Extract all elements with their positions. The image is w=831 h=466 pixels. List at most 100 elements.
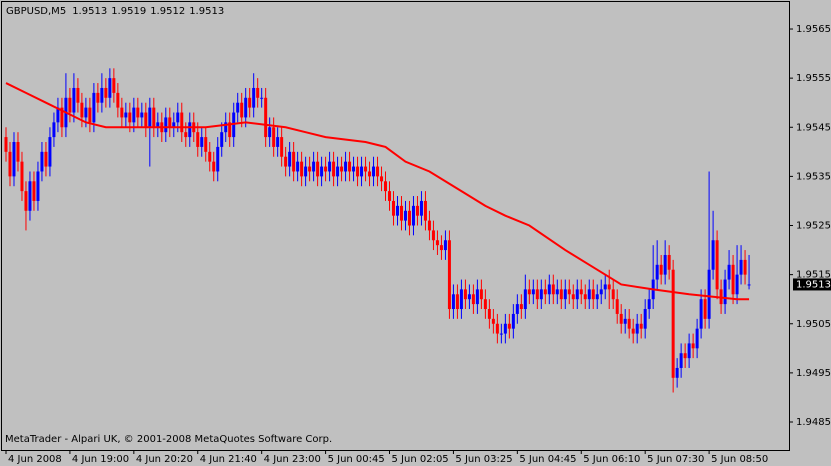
candle-body [395, 205, 399, 216]
candle-body [280, 137, 284, 157]
x-tick-label: 5 Jun 00:45 [328, 454, 385, 465]
candle-body [56, 107, 60, 123]
candle-body [80, 102, 84, 118]
candle-body [599, 289, 603, 295]
candle-body [180, 112, 184, 133]
candle-body [60, 107, 64, 128]
candle-body [591, 289, 595, 300]
candle-body [252, 87, 256, 108]
y-tick-label: 1.9505 [796, 319, 831, 330]
candle-body [204, 137, 208, 152]
candle-body [384, 181, 388, 192]
candle-body [92, 92, 96, 123]
candle-body [647, 299, 651, 310]
candle-body [707, 269, 711, 319]
candle-body [455, 294, 459, 310]
candle-body [491, 318, 495, 324]
candle-body [120, 107, 124, 118]
x-tick-label: 5 Jun 08:50 [711, 454, 768, 465]
candle-body [479, 289, 483, 300]
candle-body [264, 97, 268, 138]
candle-body [128, 112, 132, 123]
x-tick-label: 5 Jun 03:25 [455, 454, 512, 465]
candle-body [471, 294, 475, 305]
candle-body [36, 171, 40, 201]
candle-body [12, 142, 16, 177]
candle-body [376, 166, 380, 177]
candle-body [268, 127, 272, 138]
candle-body [551, 284, 555, 295]
candle-body [72, 87, 76, 113]
candle-body [208, 151, 212, 162]
candle-body [543, 289, 547, 295]
candle-body [527, 289, 531, 295]
candle-body [671, 269, 675, 378]
y-tick-label: 1.9515 [796, 270, 831, 281]
candle-body [312, 161, 316, 172]
candle-body [575, 289, 579, 300]
candle-body [703, 299, 707, 319]
candle-body [435, 240, 439, 246]
candle-body [40, 151, 44, 172]
candle-body [459, 289, 463, 310]
candle-body [407, 210, 411, 226]
candle-body [256, 87, 260, 98]
candle-body [144, 112, 148, 128]
candle-body [679, 353, 683, 368]
candle-body [340, 166, 344, 172]
candle-body [639, 323, 643, 329]
candle-body [156, 122, 160, 128]
y-tick-label: 1.9545 [796, 122, 831, 133]
candle-body [88, 107, 92, 123]
candle-body [332, 161, 336, 177]
candle-body [695, 328, 699, 349]
candle-body [4, 137, 8, 152]
candle-body [364, 166, 368, 172]
candle-body [136, 107, 140, 118]
x-tick-label: 4 Jun 23:00 [264, 454, 321, 465]
candle-body [583, 294, 587, 300]
candle-body [140, 112, 144, 118]
candle-body [348, 161, 352, 172]
candle-body [352, 166, 356, 172]
candle-body [483, 299, 487, 310]
candle-body [296, 161, 300, 172]
candle-body [116, 92, 120, 108]
candle-body [663, 254, 667, 275]
candle-body [683, 353, 687, 359]
candle-body [228, 122, 232, 138]
candle-body [423, 200, 427, 221]
candle-body [168, 117, 172, 128]
candle-body [439, 245, 443, 251]
open-value: 1.9513 [72, 6, 107, 17]
candle-body [595, 294, 599, 300]
candle-body [188, 122, 192, 138]
candle-body [152, 107, 156, 128]
candle-body [635, 323, 639, 334]
candle-body [399, 205, 403, 221]
candle-body [627, 318, 631, 329]
candle-body [503, 323, 507, 334]
candle-body [300, 161, 304, 177]
candle-body [515, 304, 519, 314]
candle-body [643, 309, 647, 329]
candle-body [272, 127, 276, 147]
candle-body [132, 107, 136, 123]
candle-body [360, 166, 364, 177]
candle-body [615, 299, 619, 314]
candle-body [84, 107, 88, 118]
candle-body [388, 191, 392, 201]
candle-body [236, 102, 240, 113]
current-price-label: 1.9513 [796, 279, 831, 290]
candle-body [727, 264, 731, 280]
candle-body [711, 240, 715, 270]
symbol: GBPUSD,M5 [6, 6, 66, 17]
candle-body [368, 171, 372, 177]
candle-body [108, 78, 112, 98]
y-tick-label: 1.9535 [796, 171, 831, 182]
candle-body [308, 166, 312, 172]
candle-body [44, 151, 48, 167]
candle-body [336, 166, 340, 177]
candle-body [587, 289, 591, 300]
candle-body [451, 294, 455, 310]
